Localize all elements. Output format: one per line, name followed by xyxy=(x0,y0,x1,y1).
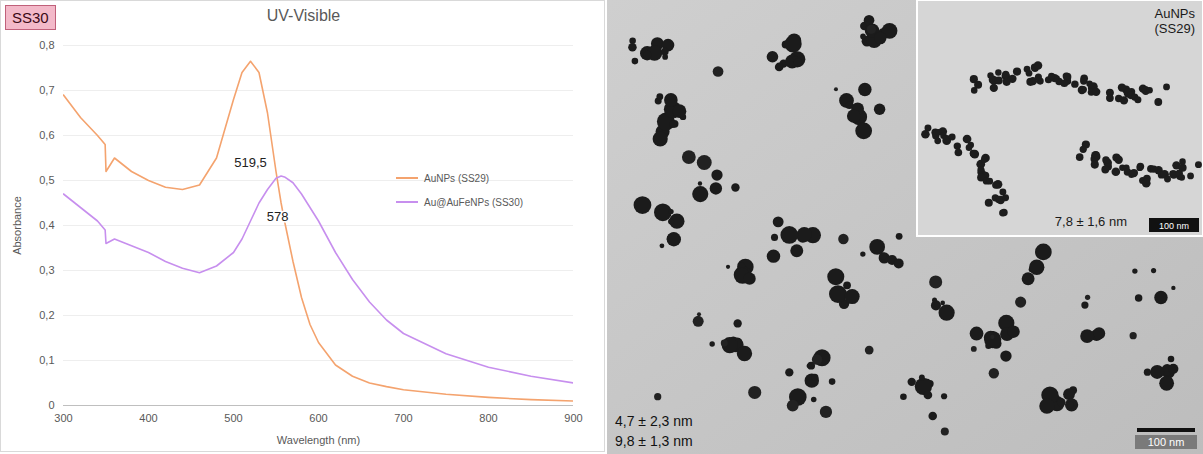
svg-text:0: 0 xyxy=(48,399,54,411)
svg-text:Wavelength (nm): Wavelength (nm) xyxy=(277,434,360,446)
html-text:UV-Visible: UV-Visible xyxy=(266,7,341,24)
svg-text:AuNPs(SS29): AuNPs(SS29) xyxy=(1155,6,1196,36)
html-text:SS30: SS30 xyxy=(12,9,49,26)
svg-text:0,2: 0,2 xyxy=(39,309,54,321)
svg-text:700: 700 xyxy=(394,412,412,424)
svg-text:0,5: 0,5 xyxy=(39,174,54,186)
html-text:Au@AuFeNPs (SS30): Au@AuFeNPs (SS30) xyxy=(424,196,524,208)
svg-text:4,7 ± 2,3 nm: 4,7 ± 2,3 nm xyxy=(615,413,693,429)
svg-text:800: 800 xyxy=(479,412,497,424)
svg-text:9,8 ± 1,3 nm: 9,8 ± 1,3 nm xyxy=(615,433,693,449)
svg-text:300: 300 xyxy=(54,412,72,424)
svg-text:900: 900 xyxy=(564,412,582,424)
html-text:AuNPs (SS29): AuNPs (SS29) xyxy=(424,172,489,184)
svg-text:0,6: 0,6 xyxy=(39,129,54,141)
svg-text:578: 578 xyxy=(267,209,289,224)
svg-text:519,5: 519,5 xyxy=(234,155,267,170)
svg-text:400: 400 xyxy=(139,412,157,424)
svg-text:0,3: 0,3 xyxy=(39,264,54,276)
svg-text:7,8 ± 1,6 nm: 7,8 ± 1,6 nm xyxy=(1055,214,1127,229)
svg-text:100 nm: 100 nm xyxy=(1148,436,1185,448)
svg-text:0,1: 0,1 xyxy=(39,354,54,366)
svg-text:500: 500 xyxy=(224,412,242,424)
svg-text:0,8: 0,8 xyxy=(39,39,54,51)
svg-text:600: 600 xyxy=(309,412,327,424)
svg-text:0,4: 0,4 xyxy=(39,219,54,231)
svg-text:100 nm: 100 nm xyxy=(1159,221,1189,231)
svg-text:0,7: 0,7 xyxy=(39,84,54,96)
svg-text:Absorbance: Absorbance xyxy=(11,196,23,255)
